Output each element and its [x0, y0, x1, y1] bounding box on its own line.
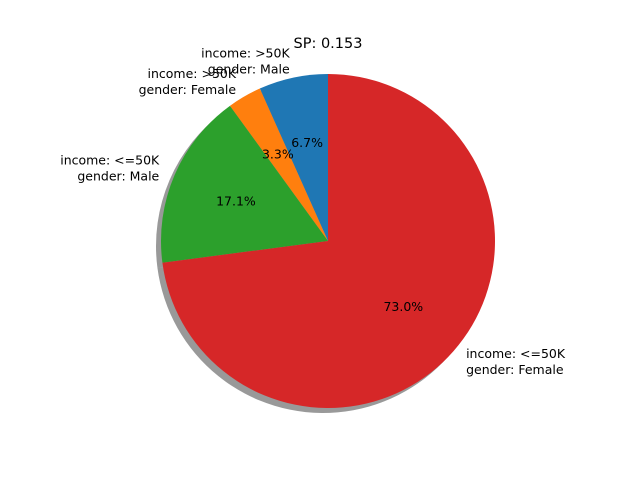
slice-label-1: income: >50K gender: Female — [139, 66, 237, 97]
slice-label-line: income: >50K — [201, 45, 290, 60]
slice-pct-label-0: 6.7% — [291, 135, 323, 150]
pie-slice-3 — [162, 74, 496, 408]
slice-pct-label-1: 3.3% — [262, 146, 294, 161]
slice-label-line: income: <=50K — [466, 346, 566, 361]
slice-label-line: income: >50K — [148, 66, 237, 81]
slice-label-2: income: <=50K gender: Male — [60, 152, 160, 183]
chart-title: SP: 0.153 — [294, 36, 363, 52]
pie-slice-1 — [229, 88, 328, 241]
slice-label-0: income: >50K gender: Male — [201, 45, 290, 76]
slice-label-3: income: <=50K gender: Female — [466, 346, 566, 377]
slice-label-line: gender: Male — [77, 168, 159, 183]
pie-slice-2 — [161, 105, 328, 263]
slice-label-line: gender: Female — [466, 362, 564, 377]
slice-pct-label-2: 17.1% — [216, 193, 256, 208]
slice-pct-label-3: 73.0% — [383, 299, 423, 314]
slice-label-line: gender: Male — [208, 61, 290, 76]
pie-slice-0 — [259, 74, 328, 241]
pie-slices — [161, 74, 496, 408]
slice-label-line: gender: Female — [139, 82, 237, 97]
slice-label-line: income: <=50K — [60, 152, 160, 167]
